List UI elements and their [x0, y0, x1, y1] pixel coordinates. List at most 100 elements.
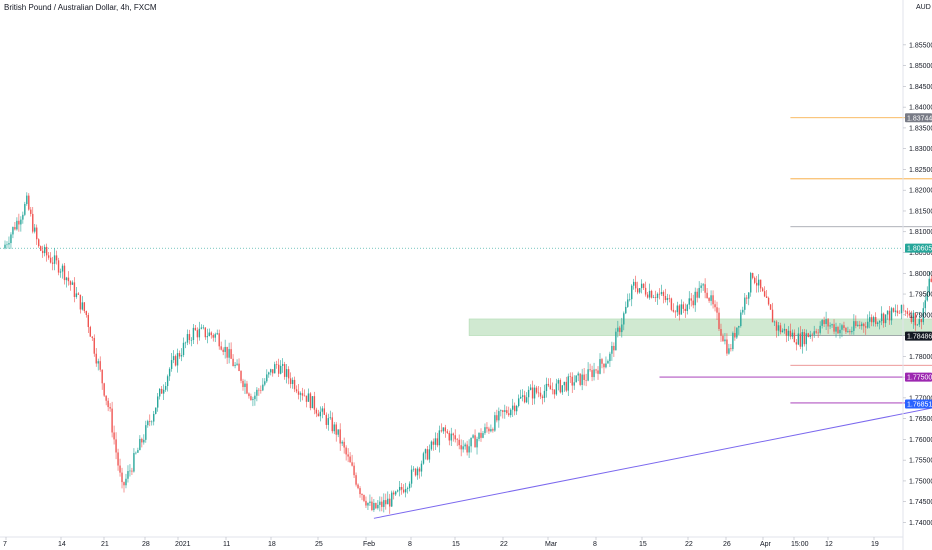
- candle-body: [787, 330, 790, 336]
- candle-body: [291, 379, 294, 384]
- x-tick-label: 28: [142, 541, 150, 548]
- candle-body: [926, 292, 928, 301]
- candle-body: [928, 278, 930, 293]
- candle-body: [83, 302, 86, 312]
- candle-body: [674, 311, 677, 313]
- candle-body: [514, 405, 516, 412]
- x-tick-label: 25: [315, 541, 323, 548]
- x-tick-label: 22: [685, 541, 693, 548]
- candle-body: [305, 395, 308, 402]
- y-tick-label: 1.85500: [909, 42, 932, 49]
- chart-title: British Pound / Australian Dollar, 4h, F…: [4, 3, 157, 12]
- candle-body: [696, 291, 698, 298]
- candle-body: [446, 431, 448, 433]
- candle-body: [912, 312, 915, 322]
- candle-body: [38, 239, 40, 247]
- candle-body: [412, 468, 415, 470]
- candle-body: [636, 288, 639, 293]
- x-tick-label: 2021: [175, 541, 191, 548]
- candle-body: [623, 313, 625, 325]
- candle-body: [40, 246, 42, 251]
- candle-body: [111, 408, 113, 433]
- zones-layer: [468, 318, 932, 336]
- candle-body: [458, 439, 460, 446]
- candle-body: [813, 331, 815, 335]
- candle-body: [571, 376, 573, 386]
- candle-body: [391, 492, 393, 507]
- candle-body: [333, 424, 335, 432]
- candle-body: [714, 304, 716, 308]
- candle-body: [398, 486, 401, 491]
- candle-body: [809, 334, 811, 337]
- candle-body: [14, 227, 16, 230]
- candle-body: [172, 356, 175, 361]
- candle-body: [414, 468, 417, 476]
- candle-body: [726, 339, 728, 354]
- candle-body: [369, 501, 371, 503]
- candle-body: [755, 282, 758, 286]
- candle-body: [137, 450, 139, 453]
- candle-body: [605, 363, 607, 368]
- candle-body: [242, 380, 244, 388]
- candle-body: [823, 320, 825, 325]
- candle-body: [460, 445, 462, 450]
- candle-body: [198, 328, 201, 338]
- candle-body: [706, 292, 708, 299]
- candle-body: [736, 327, 738, 338]
- candle-body: [569, 376, 571, 377]
- candle-body: [535, 387, 538, 393]
- candle-body: [664, 296, 667, 301]
- candle-body: [496, 415, 498, 421]
- candle-body: [119, 465, 121, 473]
- time-axis[interactable]: 7 14 21 28 2021 11 18 25 Feb 8 15 22 Mar 8 15 22 26 Apr 15…: [3, 537, 879, 548]
- candle-body: [393, 492, 395, 495]
- y-tick-label: 1.78000: [909, 354, 932, 361]
- candle-body: [202, 327, 205, 329]
- candle-body: [904, 311, 907, 312]
- candle-body: [890, 308, 893, 321]
- candle-body: [456, 439, 458, 440]
- y-tick-label: 1.76500: [909, 416, 932, 423]
- candle-body: [339, 429, 341, 444]
- candle-body: [466, 444, 468, 453]
- candle-body: [464, 444, 466, 447]
- candle-body: [204, 327, 207, 338]
- candle-body: [531, 387, 534, 399]
- candle-body: [47, 255, 50, 258]
- candle-body: [545, 383, 548, 391]
- candle-body: [317, 413, 320, 417]
- last-price-badge-bg: [905, 243, 932, 253]
- candle-body: [547, 383, 550, 386]
- candle-body: [22, 214, 24, 220]
- candle-body: [109, 407, 111, 409]
- candle-body: [498, 411, 500, 421]
- candle-body: [153, 413, 155, 422]
- candle-body: [357, 484, 359, 489]
- candle-body: [266, 374, 268, 382]
- candle-body: [716, 307, 718, 313]
- candle-body: [710, 295, 712, 301]
- candle-body: [6, 244, 8, 246]
- candle-body: [238, 363, 240, 372]
- x-tick-label: 18: [268, 541, 276, 548]
- candle-body: [389, 498, 391, 507]
- candle-body: [278, 364, 280, 374]
- candle-body: [281, 364, 284, 366]
- candle-body: [708, 298, 710, 301]
- candle-body: [168, 368, 171, 377]
- candle-body: [254, 395, 256, 400]
- candle-body: [329, 417, 331, 419]
- candle-body: [771, 309, 774, 323]
- candle-body: [303, 395, 306, 397]
- candle-body: [494, 415, 496, 431]
- candle-body: [752, 273, 754, 278]
- candle-body: [315, 409, 318, 414]
- candle-body: [757, 279, 760, 286]
- candle-body: [642, 283, 645, 288]
- candle-body: [313, 396, 316, 410]
- candle-body: [190, 340, 193, 341]
- candle-body: [609, 353, 611, 362]
- candle-body: [791, 332, 794, 337]
- candle-body: [107, 400, 109, 408]
